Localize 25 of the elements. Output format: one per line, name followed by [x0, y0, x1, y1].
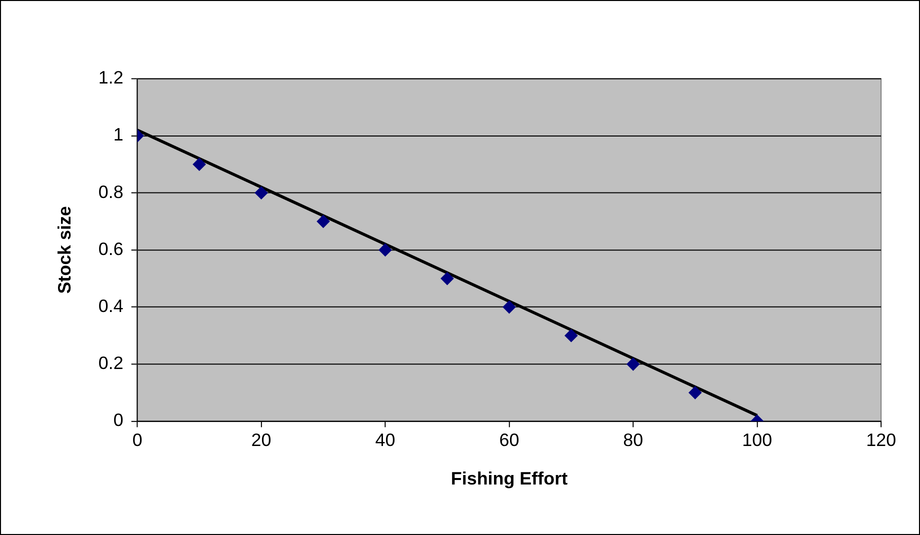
- point: [688, 386, 702, 400]
- y-tick-label: 0.4: [98, 296, 124, 316]
- point: [564, 329, 578, 342]
- point: [254, 186, 268, 200]
- x-tick-label: 100: [742, 430, 772, 450]
- x-tick-label: 80: [623, 430, 644, 450]
- y-tick-label: 0.8: [98, 182, 124, 202]
- y-tick-label: 0: [113, 410, 124, 430]
- y-tick-label: 1.2: [98, 68, 124, 88]
- x-tick-label: 20: [251, 430, 272, 450]
- x-tick-label: 0: [132, 430, 142, 450]
- point: [440, 272, 454, 285]
- y-tick-label: 0.2: [98, 353, 124, 374]
- point: [316, 214, 330, 228]
- point: [378, 243, 392, 256]
- x-tick-label: 40: [375, 430, 396, 450]
- point: [192, 158, 206, 171]
- x-axis-title: Fishing Effort: [450, 468, 568, 488]
- y-tick-label: 1: [113, 124, 124, 145]
- point: [626, 358, 640, 371]
- point: [502, 300, 516, 314]
- x-tick-label: 60: [499, 430, 520, 450]
- y-tick-label: 0.6: [98, 238, 124, 259]
- x-tick-label: 120: [866, 430, 896, 450]
- y-axis-title: Stock size: [54, 206, 75, 294]
